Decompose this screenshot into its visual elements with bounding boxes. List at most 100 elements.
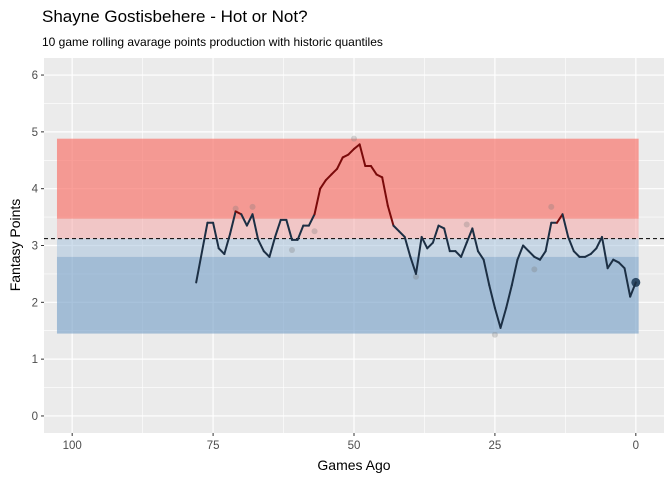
line-segment: [240, 213, 248, 227]
line-segment: [398, 230, 406, 238]
line-segment: [465, 227, 474, 244]
x-tick-label: 100: [63, 440, 82, 452]
line-segment: [347, 147, 355, 156]
data-point: [232, 205, 239, 212]
line-segment: [629, 281, 637, 298]
line-segment: [443, 227, 451, 253]
line-segment: [426, 241, 434, 250]
line-segment: [341, 153, 350, 159]
line-segment: [296, 224, 305, 241]
line-segment: [612, 258, 620, 264]
line-segment: [499, 307, 508, 329]
line-segment: [431, 224, 440, 244]
line-segment: [584, 253, 592, 258]
line-segment: [510, 258, 519, 287]
line-segment: [420, 235, 429, 250]
line-segment: [262, 250, 271, 258]
line-segment: [313, 187, 322, 216]
quantile-band-4: [56, 256, 639, 334]
y-tick-label: 6: [32, 70, 38, 82]
data-point: [351, 135, 357, 142]
line-segment: [212, 221, 220, 250]
y-tick-label: 2: [32, 297, 38, 309]
line-segment: [561, 213, 570, 238]
line-segment: [307, 213, 316, 227]
data-point: [311, 228, 318, 235]
y-tick-label: 1: [32, 354, 38, 366]
line-segment: [369, 164, 378, 176]
x-tick-label: 50: [348, 440, 361, 452]
quantile-bands: [56, 138, 639, 334]
x-axis-title: Games Ago: [317, 457, 390, 473]
x-tick-label: 25: [489, 440, 502, 452]
line-segment: [234, 210, 243, 216]
line-segment: [533, 255, 541, 261]
y-tick-label: 4: [32, 184, 39, 196]
quantile-band-1: [56, 138, 639, 219]
line-segment: [460, 241, 468, 258]
line-segment: [336, 156, 344, 170]
data-point: [413, 273, 419, 280]
line-segment: [268, 235, 277, 258]
data-point: [491, 331, 498, 338]
line-segment: [567, 235, 575, 253]
line-segment: [223, 233, 231, 256]
quantile-band-3: [56, 238, 639, 257]
x-tick-label: 75: [207, 440, 220, 452]
data-point: [463, 221, 470, 228]
y-tick-label: 0: [32, 411, 38, 423]
data-point: [249, 203, 256, 210]
line-segment: [353, 143, 361, 150]
line-segment: [229, 210, 237, 236]
y-axis-title: Fantasy Points: [7, 199, 23, 292]
line-segment: [572, 250, 581, 258]
axis-ticks: 0 1 2 3 4 5 6 100 75 50 25 0: [32, 70, 639, 452]
line-segment: [392, 224, 401, 233]
line-segment: [375, 173, 384, 179]
line-segment: [319, 179, 327, 190]
line-segment: [493, 307, 502, 329]
line-segment: [274, 218, 282, 238]
line-segment: [617, 261, 626, 270]
line-segment: [606, 258, 615, 270]
data-point: [548, 203, 555, 210]
line-segment: [555, 213, 564, 224]
line-segment: [257, 238, 265, 253]
line-segment: [251, 213, 260, 241]
line-segment: [195, 221, 209, 284]
line-segment: [601, 235, 609, 270]
line-segment: [527, 250, 536, 258]
line-segment: [482, 258, 491, 287]
line-segment: [471, 227, 479, 253]
chart-title: Shayne Gostisbehere - Hot or Not?: [42, 7, 308, 26]
data-point: [531, 266, 538, 273]
line-segment: [381, 176, 389, 207]
line-segment: [330, 167, 339, 176]
line-segment: [324, 173, 333, 182]
line-segment: [245, 213, 254, 227]
line-segment: [522, 244, 530, 253]
line-segment: [217, 247, 226, 256]
x-tick-label: 0: [633, 440, 639, 452]
line-segment: [477, 250, 485, 261]
line-segment: [589, 247, 598, 256]
y-tick-label: 5: [32, 127, 38, 139]
line-segment: [454, 250, 463, 258]
line-segment: [358, 143, 367, 167]
line-segment: [437, 224, 446, 230]
data-point: [289, 247, 295, 254]
line-segment: [595, 235, 603, 250]
line-segment: [505, 284, 513, 309]
line-segment: [285, 218, 293, 241]
line-segment: [488, 284, 496, 309]
quantile-band-2: [56, 218, 639, 239]
line-segment: [539, 250, 547, 261]
line-segment: [544, 221, 553, 253]
line-segment: [623, 267, 632, 298]
y-tick-label: 3: [32, 241, 38, 253]
chart-subtitle: 10 game rolling avarage points productio…: [42, 35, 383, 49]
line-segment: [409, 255, 417, 275]
line-segment: [516, 244, 525, 261]
line-segment: [386, 204, 395, 227]
